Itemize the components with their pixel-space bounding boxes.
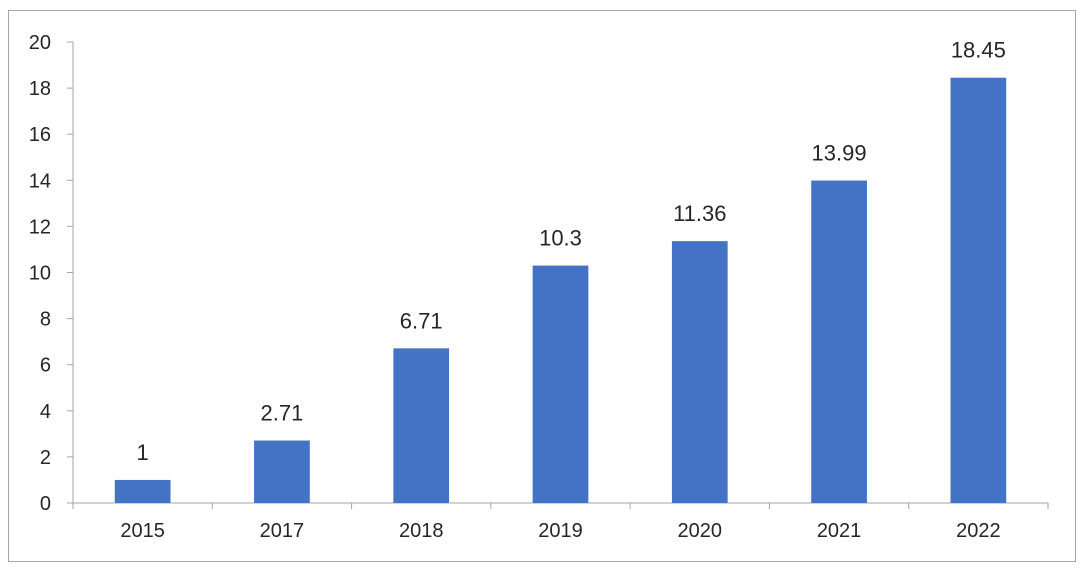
bar-2018 bbox=[393, 348, 450, 503]
x-category-label: 2020 bbox=[678, 520, 723, 542]
bar-2017 bbox=[254, 440, 310, 503]
y-tick-label: 10 bbox=[29, 263, 51, 285]
bar-2015 bbox=[114, 479, 171, 503]
data-label-2019: 10.3 bbox=[539, 226, 582, 251]
y-tick-label: 12 bbox=[29, 216, 51, 238]
y-tick-label: 14 bbox=[29, 170, 51, 192]
data-label-2022: 18.45 bbox=[951, 38, 1006, 63]
data-labels: 1 2.71 6.71 10.3 11.36 13.99 18.45 bbox=[137, 38, 1006, 465]
y-tick-label: 2 bbox=[40, 447, 51, 469]
y-tick-label: 0 bbox=[40, 493, 51, 515]
x-category-label: 2022 bbox=[956, 520, 1001, 542]
bar-2021 bbox=[811, 180, 867, 503]
bar-2020 bbox=[671, 241, 728, 504]
bar-2022 bbox=[950, 77, 1007, 503]
x-axis: 2015 2017 2018 2019 2020 2021 2022 bbox=[72, 502, 1049, 542]
y-tick-label: 6 bbox=[40, 355, 51, 377]
data-label-2020: 11.36 bbox=[673, 201, 726, 226]
data-label-2018: 6.71 bbox=[400, 308, 443, 333]
y-tick-label: 18 bbox=[29, 78, 51, 100]
y-tick-label: 20 bbox=[29, 32, 51, 54]
x-category-label: 2019 bbox=[538, 520, 583, 542]
y-axis: 0 2 4 6 8 10 12 14 16 18 20 bbox=[29, 32, 74, 515]
bar-2019 bbox=[532, 265, 589, 503]
x-category-label: 2021 bbox=[817, 520, 862, 542]
data-label-2021: 13.99 bbox=[812, 141, 867, 166]
x-category-label: 2017 bbox=[260, 520, 305, 542]
y-tick-label: 16 bbox=[29, 124, 51, 146]
data-label-2015: 1 bbox=[137, 440, 149, 465]
bars bbox=[114, 77, 1007, 504]
y-tick-label: 8 bbox=[40, 309, 51, 331]
data-label-2017: 2.71 bbox=[261, 401, 304, 426]
x-category-label: 2015 bbox=[120, 520, 165, 542]
y-tick-label: 4 bbox=[40, 401, 51, 423]
x-category-label: 2018 bbox=[399, 520, 444, 542]
